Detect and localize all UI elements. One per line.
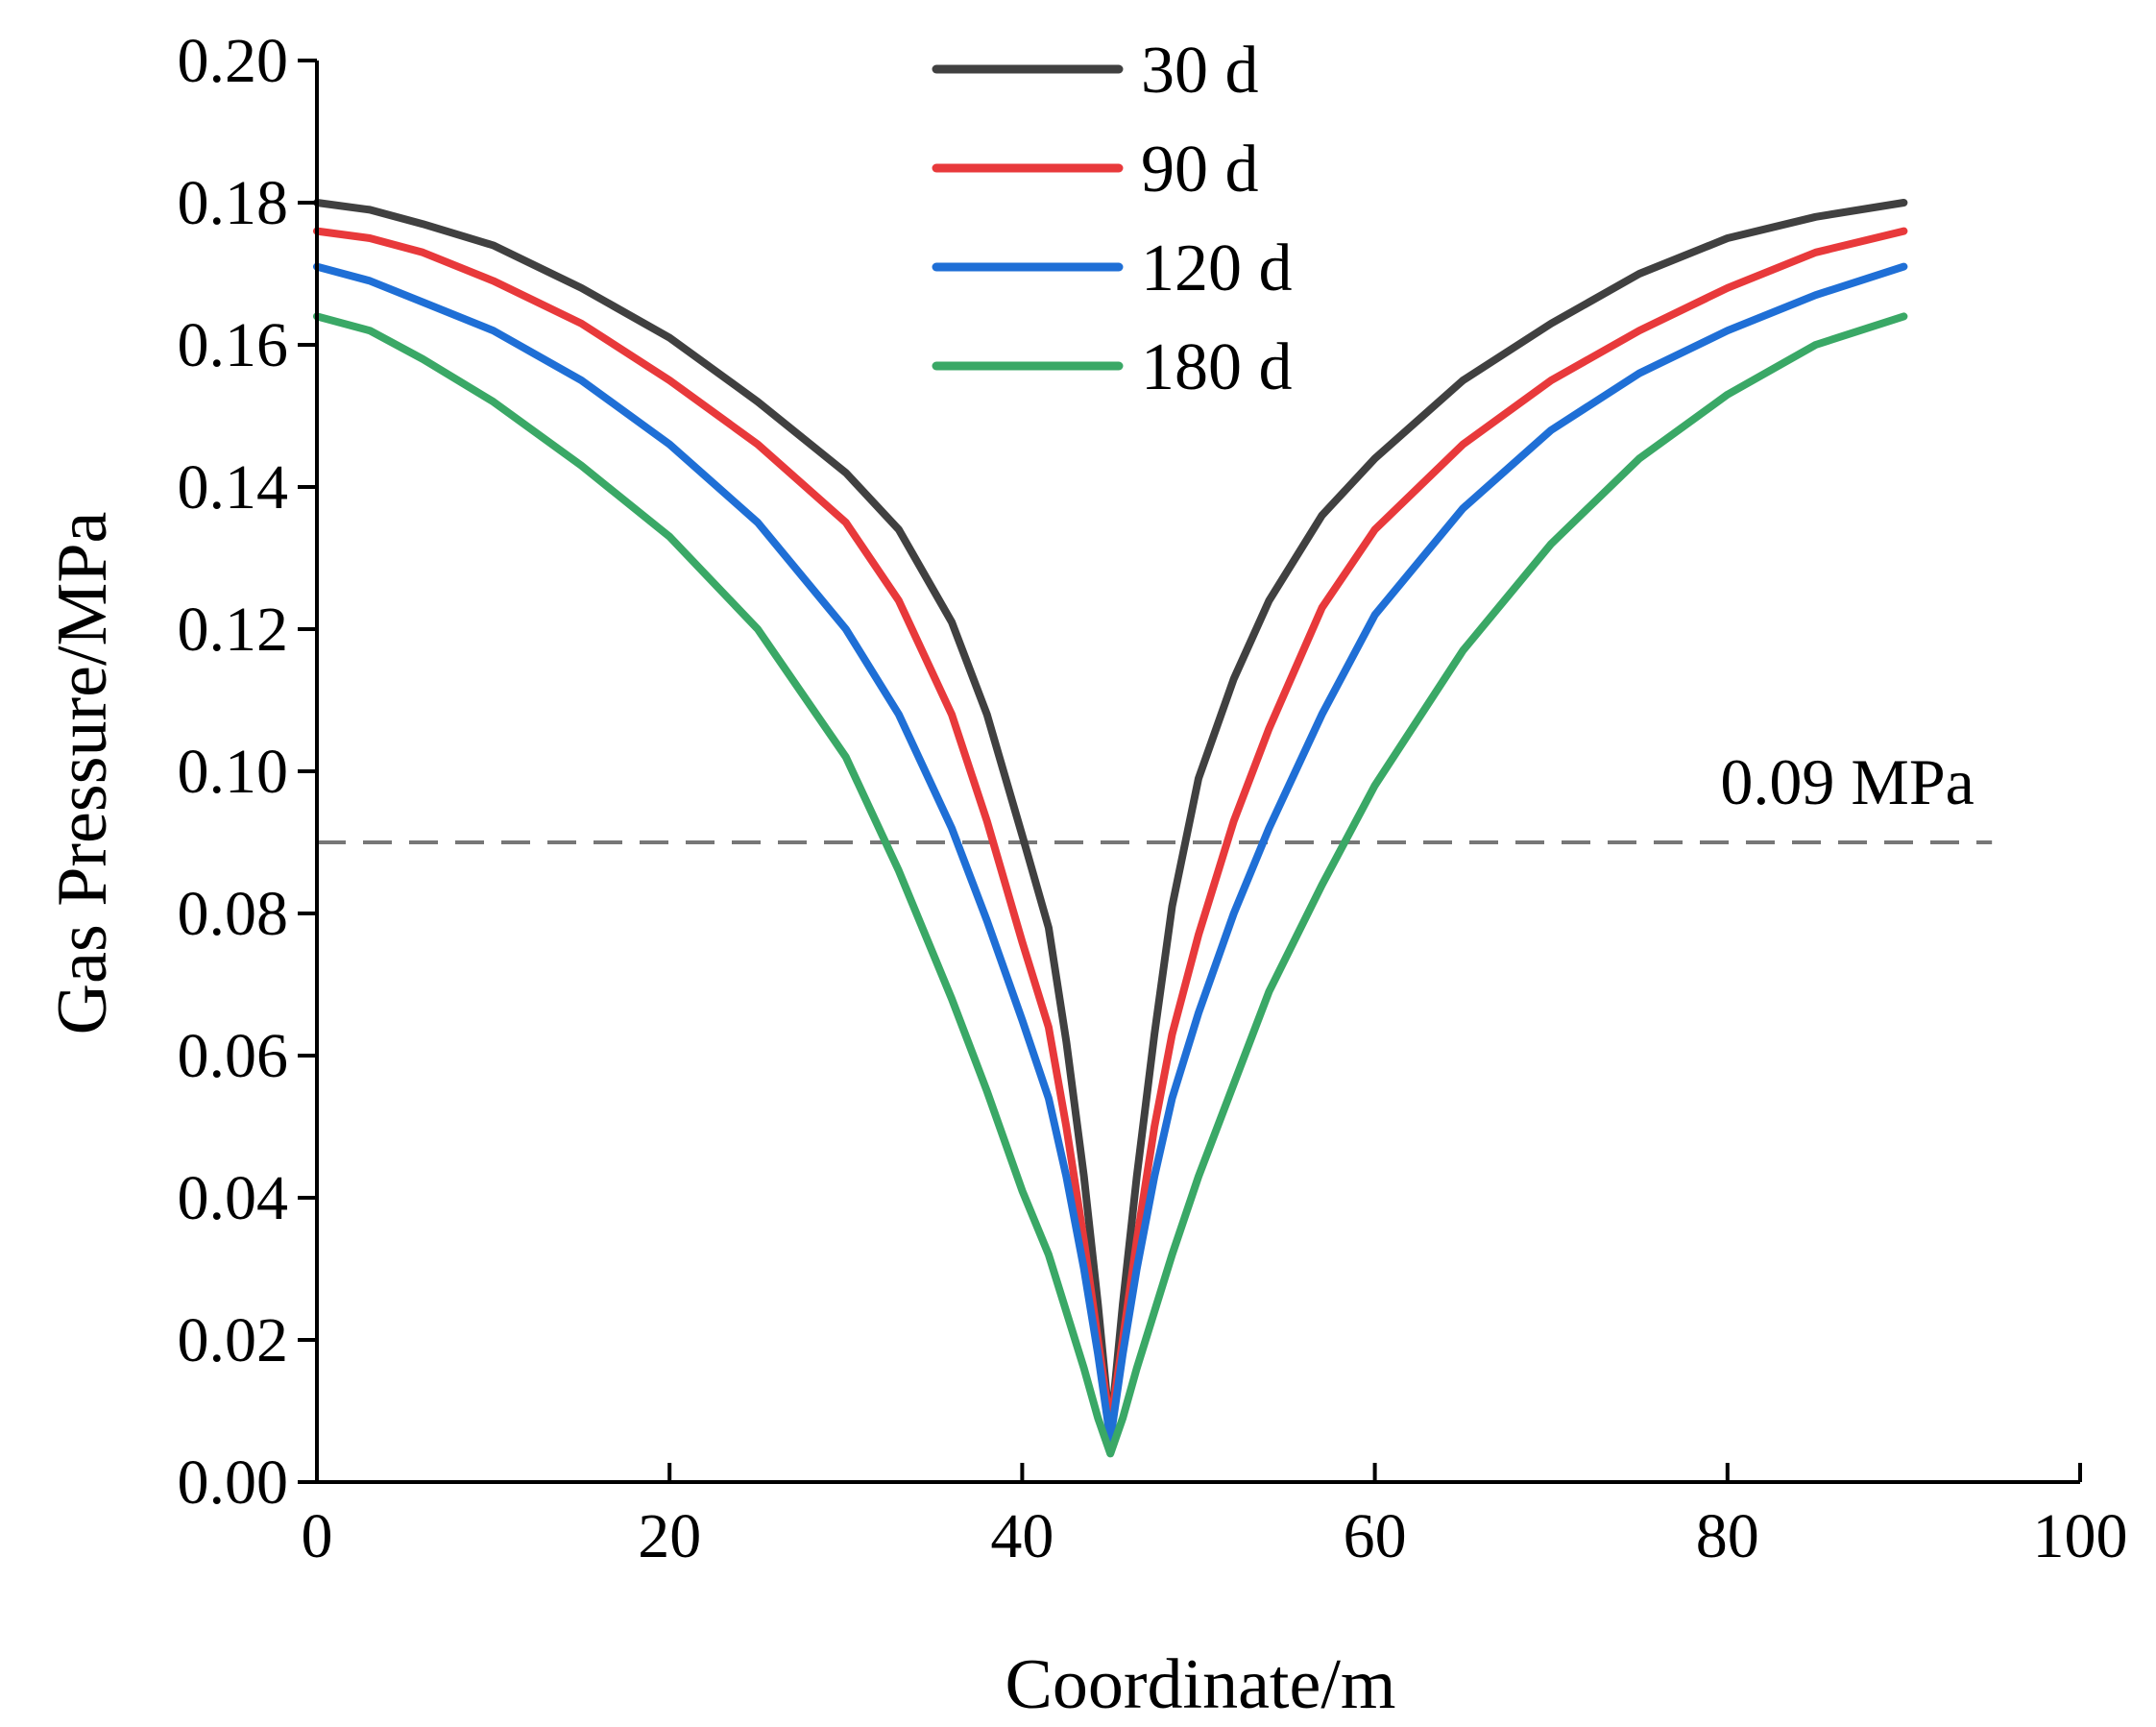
- y-tick-label: 0.02: [178, 1305, 289, 1375]
- x-axis-title: Coordinate/m: [1005, 1645, 1396, 1724]
- legend-label-90d: 90 d: [1141, 133, 1259, 207]
- y-tick-label: 0.14: [178, 452, 289, 523]
- y-tick-label: 0.12: [178, 595, 289, 665]
- series-line-90d: [313, 227, 1908, 1429]
- x-tick-label: 40: [990, 1501, 1054, 1571]
- y-tick-label: 0.06: [178, 1021, 289, 1091]
- legend-label-120d: 120 d: [1141, 231, 1293, 305]
- y-tick-label: 0.20: [178, 26, 289, 96]
- x-tick-label: 80: [1696, 1501, 1759, 1571]
- series-line-180d: [313, 312, 1908, 1458]
- y-tick-label: 0.00: [178, 1447, 289, 1518]
- y-axis-title: Gas Pressure/MPa: [43, 512, 122, 1035]
- x-tick-label: 100: [2033, 1501, 2128, 1571]
- y-tick-label: 0.04: [178, 1163, 289, 1233]
- reference-line-label: 0.09 MPa: [1720, 745, 1974, 818]
- y-tick-label: 0.18: [178, 168, 289, 238]
- y-tick-label: 0.16: [178, 310, 289, 380]
- x-tick-label: 60: [1344, 1501, 1407, 1571]
- legend: 30 d 90 d 120 d 180 d: [932, 34, 1293, 404]
- y-tick-label: 0.08: [178, 879, 289, 949]
- reference-layer: 0.09 MPa: [317, 745, 1993, 844]
- series-line-30d: [313, 199, 1908, 1437]
- axes-layer: 0.00 0.02 0.04 0.06 0.08 0.10 0.12 0.14 0.16 0.18…: [178, 26, 2128, 1571]
- x-tick-label: 0: [302, 1501, 333, 1571]
- series-line-120d: [313, 262, 1908, 1444]
- x-tick-label: 20: [638, 1501, 701, 1571]
- legend-label-30d: 30 d: [1141, 34, 1259, 108]
- legend-label-180d: 180 d: [1141, 330, 1293, 404]
- series-layer: [313, 199, 1908, 1458]
- y-tick-label: 0.10: [178, 737, 289, 807]
